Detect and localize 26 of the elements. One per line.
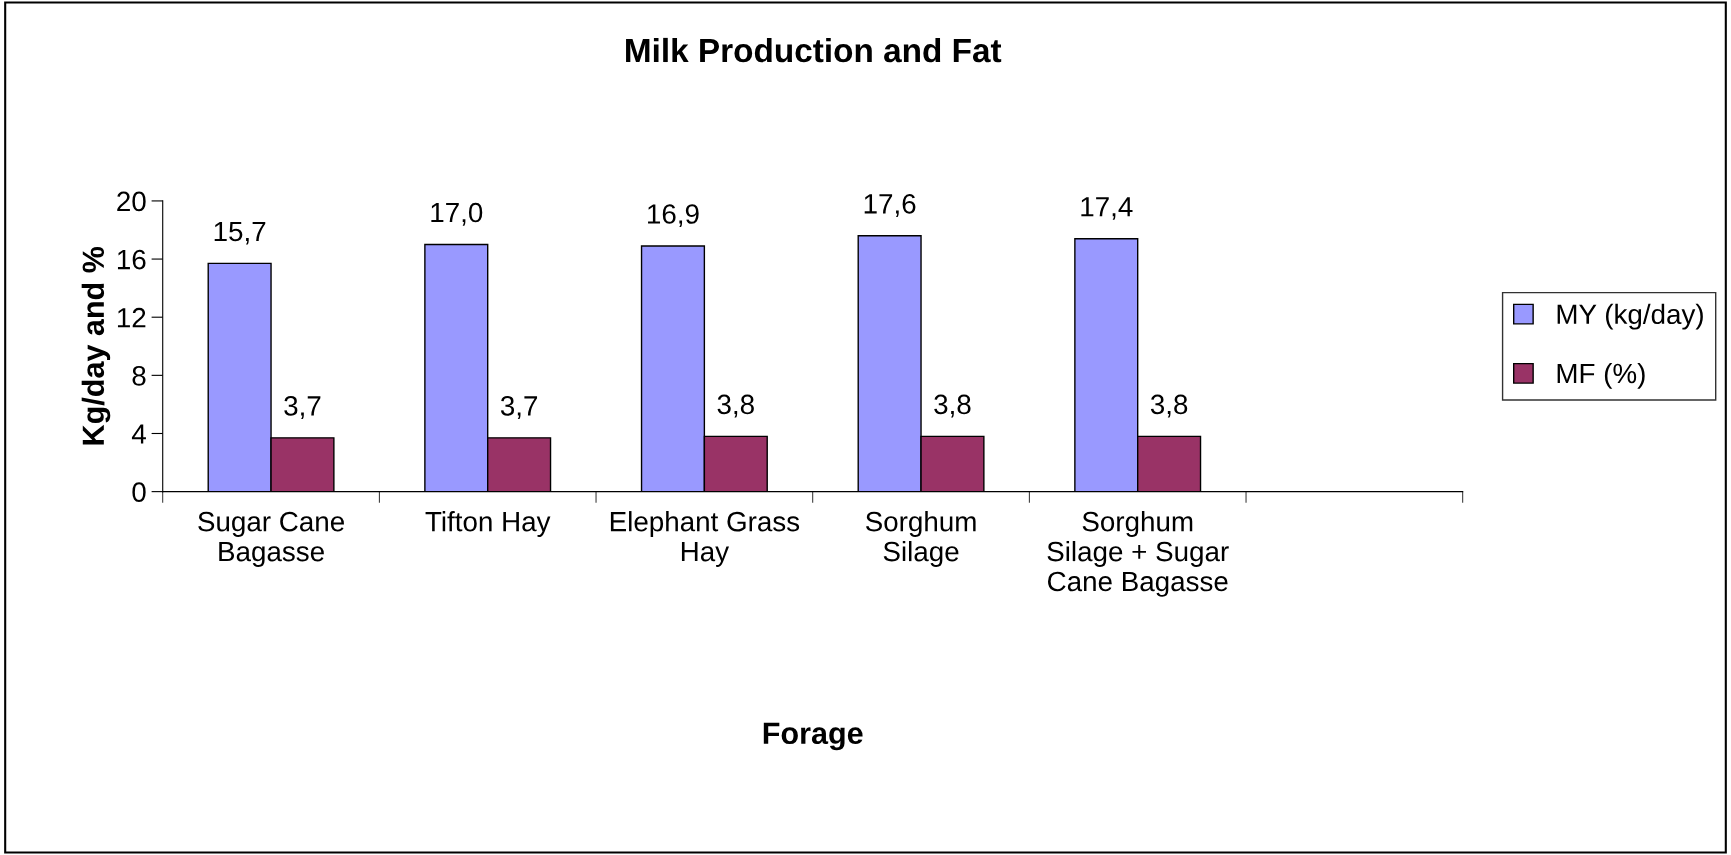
x-tick-label: Sugar Cane Bagasse: [198, 511, 344, 567]
data-label: 16,9: [648, 204, 699, 228]
data-label: 17,6: [864, 193, 916, 217]
x-tick-label: Tifton Hay: [425, 511, 551, 537]
data-label: 17,4: [1081, 197, 1133, 220]
data-label: 17,0: [431, 202, 483, 226]
data-label: 3,7: [284, 396, 321, 419]
y-tick-label: 0: [132, 482, 146, 502]
y-tick-label: 16: [117, 249, 146, 270]
x-tick-label: Sorghum Silage: [865, 511, 976, 567]
chart-title: Milk Production and Fat: [626, 37, 1002, 63]
data-label: 3,8: [934, 394, 971, 418]
y-tick-label: 12: [117, 307, 146, 328]
x-axis-title: Forage: [763, 722, 863, 751]
y-tick-label: 8: [132, 366, 146, 386]
x-tick-label: Sorghum Silage + Sugar Cane Bagasse: [1047, 511, 1229, 597]
y-axis-title: Kg/day and %: [81, 246, 111, 445]
y-tick-label: 20: [117, 191, 146, 212]
data-label: 3,8: [1150, 394, 1188, 418]
legend-label: MY (kg/day): [1557, 303, 1703, 330]
data-label: 3,7: [500, 396, 538, 419]
data-label: 15,7: [214, 221, 266, 245]
legend-label: MF (%): [1557, 362, 1645, 389]
y-tick-label: 4: [131, 424, 146, 444]
x-tick-label: Elephant Grass Hay: [610, 511, 800, 567]
data-label: 3,8: [717, 394, 754, 418]
